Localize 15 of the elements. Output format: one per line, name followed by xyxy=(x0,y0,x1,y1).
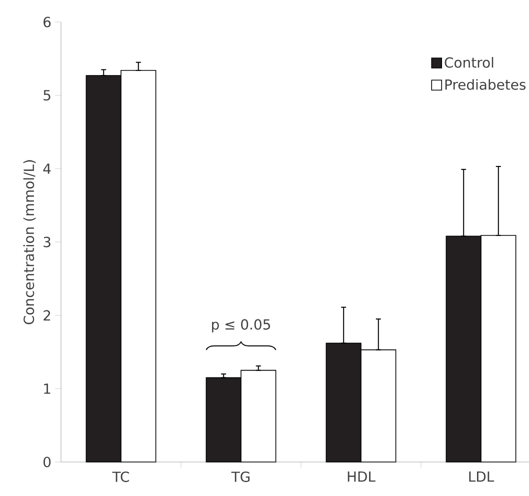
y-tick-label: 4 xyxy=(43,164,51,174)
y-axis-title: Concentration (mmol/L) xyxy=(23,160,36,324)
x-tick-label: TC xyxy=(112,472,129,482)
y-tick-label: 1 xyxy=(44,384,50,394)
y-tick-label: 0 xyxy=(44,456,51,468)
x-tick-label: LDL xyxy=(469,472,494,482)
x-tick-label: TG xyxy=(231,472,250,482)
legend-label: Control xyxy=(444,56,494,68)
y-tick-label: 6 xyxy=(44,16,51,28)
annotation: p ≤ 0.05 xyxy=(212,319,270,332)
y-tick-label: 5 xyxy=(44,90,50,101)
legend-label: Prediabetes xyxy=(445,79,526,90)
y-tick-label: 2 xyxy=(44,310,50,321)
y-tick-label: 3 xyxy=(44,236,50,248)
x-tick-label: HDL xyxy=(348,472,376,482)
